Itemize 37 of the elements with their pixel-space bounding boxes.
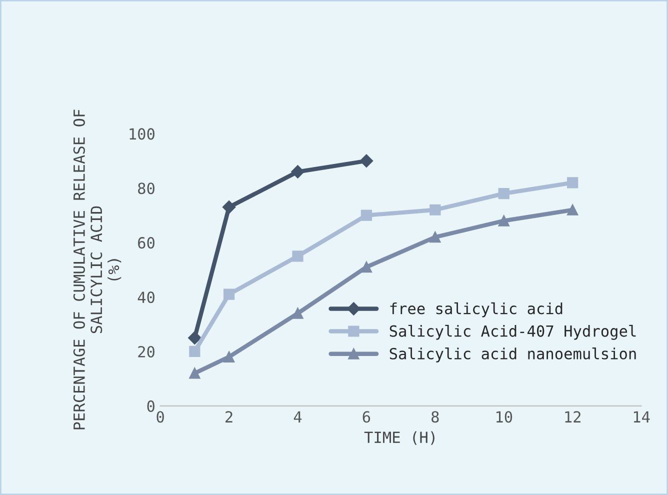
point: [222, 200, 236, 214]
y-tick-label: 60: [138, 237, 154, 249]
legend-label: Salicylic acid nanoemulsion: [390, 348, 636, 362]
y-tick-label: 40: [138, 292, 154, 304]
x-tick-label: 0: [156, 411, 164, 423]
x-tick-label: 8: [432, 411, 439, 423]
legend-label: Salicylic Acid-407 Hydrogel: [390, 324, 636, 340]
point: [498, 188, 510, 200]
point: [292, 308, 304, 319]
point: [189, 368, 200, 379]
point: [291, 165, 304, 178]
y-tick-label: 20: [138, 346, 154, 358]
y-axis-title: PERCENTAGE OF CUMULATIVE RELEASE OF SALICYLIC ACID (%): [73, 110, 122, 430]
x-tick-label: 14: [634, 411, 650, 422]
point: [567, 177, 578, 188]
point: [360, 210, 372, 221]
x-axis-title: TIME (H): [364, 431, 434, 445]
x-tick-label: 4: [294, 411, 302, 422]
point: [223, 288, 235, 300]
y-tick-label: 80: [138, 182, 154, 194]
x-tick-label: 6: [362, 411, 370, 423]
point: [498, 215, 510, 226]
point: [430, 204, 441, 216]
legend-label: free salicylic acid: [390, 302, 562, 318]
point: [189, 346, 200, 358]
y-tick-label: 0: [147, 400, 154, 412]
point: [360, 154, 374, 168]
point: [292, 250, 304, 262]
point: [223, 351, 235, 362]
x-tick-label: 10: [496, 411, 512, 423]
point: [430, 232, 441, 243]
x-tick-label: 2: [226, 411, 232, 422]
point: [567, 204, 578, 216]
x-tick-label: 12: [565, 411, 580, 422]
y-tick-label: 100: [130, 128, 154, 140]
point: [188, 331, 202, 344]
point: [360, 261, 372, 273]
